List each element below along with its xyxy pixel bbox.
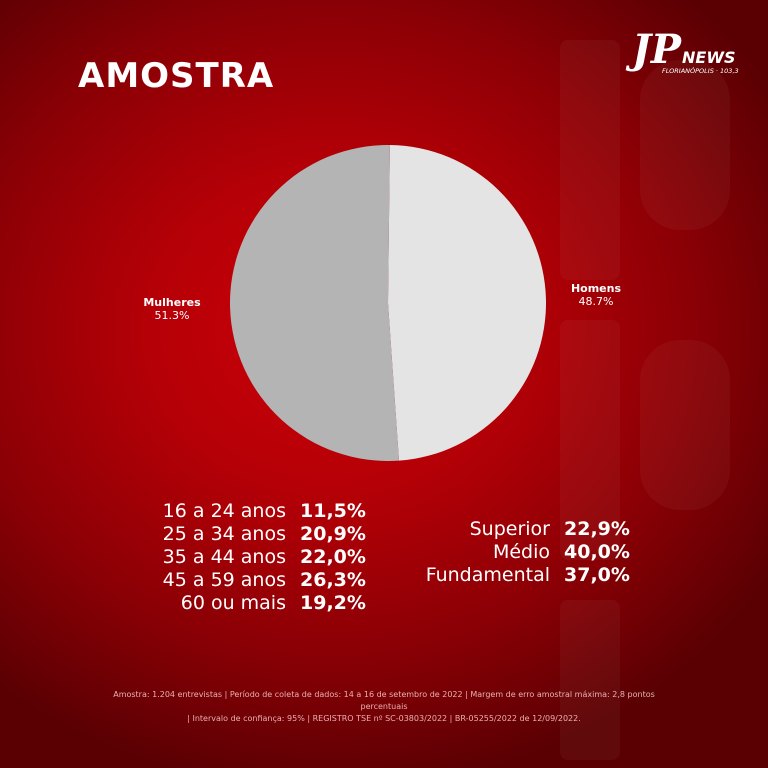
age-label: 25 a 34 anos xyxy=(162,523,286,545)
age-breakdown: 16 a 24 anos 11,5% 25 a 34 anos 20,9% 35… xyxy=(140,500,366,615)
pie-label-mulheres: Mulheres 51.3% xyxy=(134,296,210,322)
footnote-line-2: | Intervalo de confiança: 95% | REGISTRO… xyxy=(187,714,581,723)
pie-label-homens-name: Homens xyxy=(570,282,622,295)
logo-brand: JP xyxy=(632,26,682,73)
logo-city: FLORIANÓPOLIS · 103,3 xyxy=(662,67,739,75)
pie-label-homens-value: 48.7% xyxy=(578,295,614,308)
page-title: AMOSTRA xyxy=(78,56,275,96)
education-value: 40,0% xyxy=(564,541,630,563)
education-row: Médio 40,0% xyxy=(380,541,630,564)
education-row: Fundamental 37,0% xyxy=(380,564,630,587)
pie-label-mulheres-name: Mulheres xyxy=(143,296,201,309)
pie-slice-mulheres xyxy=(230,145,400,461)
age-label: 16 a 24 anos xyxy=(162,500,286,522)
age-row: 60 ou mais 19,2% xyxy=(140,592,366,615)
pie-label-mulheres-value: 51.3% xyxy=(154,309,190,322)
age-value: 26,3% xyxy=(300,569,366,591)
age-value: 22,0% xyxy=(300,546,366,568)
age-label: 35 a 44 anos xyxy=(162,546,286,568)
education-label: Fundamental xyxy=(425,564,550,586)
pie-slice-homens xyxy=(388,145,547,461)
jp-news-logo: JP NEWS FLORIANÓPOLIS · 103,3 xyxy=(632,30,742,80)
education-row: Superior 22,9% xyxy=(380,518,630,541)
age-value: 11,5% xyxy=(300,500,366,522)
age-row: 16 a 24 anos 11,5% xyxy=(140,500,366,523)
age-label: 60 ou mais xyxy=(180,592,286,614)
footnote-line-1: Amostra: 1.204 entrevistas | Período de … xyxy=(113,690,655,711)
education-value: 22,9% xyxy=(564,518,630,540)
age-value: 19,2% xyxy=(300,592,366,614)
logo-sub: NEWS xyxy=(682,48,736,67)
education-label: Superior xyxy=(469,518,550,540)
education-value: 37,0% xyxy=(564,564,630,586)
education-label: Médio xyxy=(492,541,550,563)
age-row: 25 a 34 anos 20,9% xyxy=(140,523,366,546)
methodology-footnote: Amostra: 1.204 entrevistas | Período de … xyxy=(94,689,674,725)
age-row: 35 a 44 anos 22,0% xyxy=(140,546,366,569)
education-breakdown: Superior 22,9% Médio 40,0% Fundamental 3… xyxy=(380,518,630,587)
age-value: 20,9% xyxy=(300,523,366,545)
age-label: 45 a 59 anos xyxy=(162,569,286,591)
gender-pie-chart xyxy=(230,145,547,461)
age-row: 45 a 59 anos 26,3% xyxy=(140,569,366,592)
pie-label-homens: Homens 48.7% xyxy=(558,282,634,308)
